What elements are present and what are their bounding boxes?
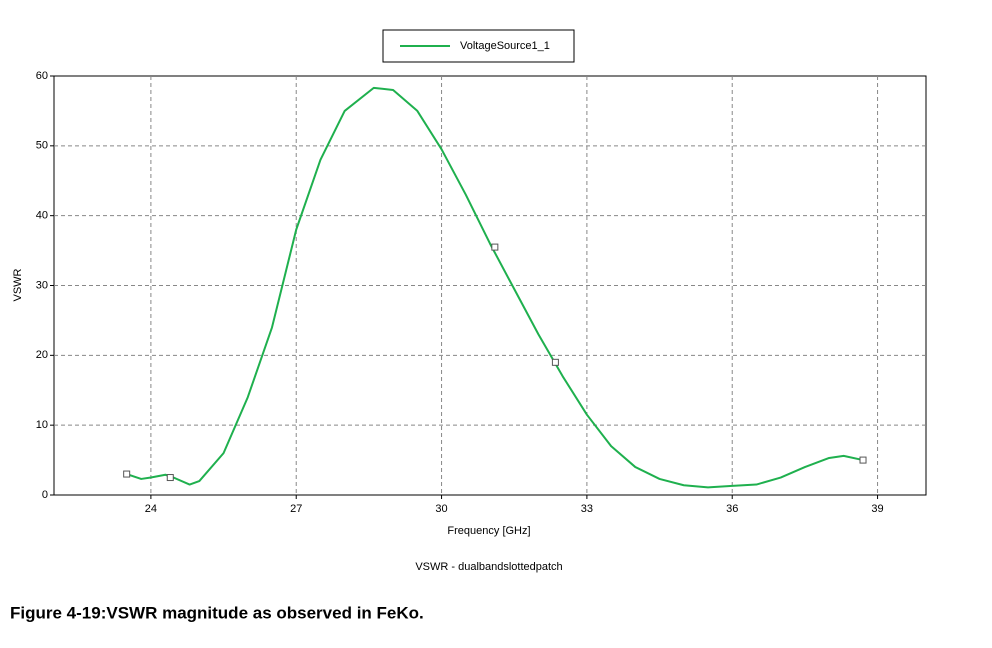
x-tick-label: 24	[145, 503, 157, 515]
series-marker	[491, 243, 499, 251]
x-tick-label: 33	[581, 503, 593, 515]
series-marker	[551, 358, 559, 366]
figure-caption: Figure 4-19:VSWR magnitude as observed i…	[10, 603, 424, 622]
chart-title: VSWR - dualbandslottedpatch	[415, 561, 562, 573]
y-tick-label: 30	[36, 279, 48, 291]
y-tick-label: 10	[36, 419, 48, 431]
x-tick-label: 30	[435, 503, 447, 515]
series-line	[126, 86, 864, 489]
x-axis-label: Frequency [GHz]	[447, 525, 530, 537]
x-tick-label: 39	[871, 503, 883, 515]
y-tick-label: 60	[36, 70, 48, 82]
x-tick-label: 36	[726, 503, 738, 515]
series-marker	[166, 474, 174, 482]
series-marker	[859, 456, 867, 464]
x-tick-label: 27	[290, 503, 302, 515]
y-axis-label: VSWR	[12, 268, 24, 301]
y-tick-label: 50	[36, 140, 48, 152]
y-tick-label: 0	[42, 489, 48, 501]
series-marker	[123, 470, 131, 478]
legend-label: VoltageSource1_1	[460, 40, 550, 52]
y-tick-label: 20	[36, 349, 48, 361]
y-tick-label: 40	[36, 210, 48, 222]
